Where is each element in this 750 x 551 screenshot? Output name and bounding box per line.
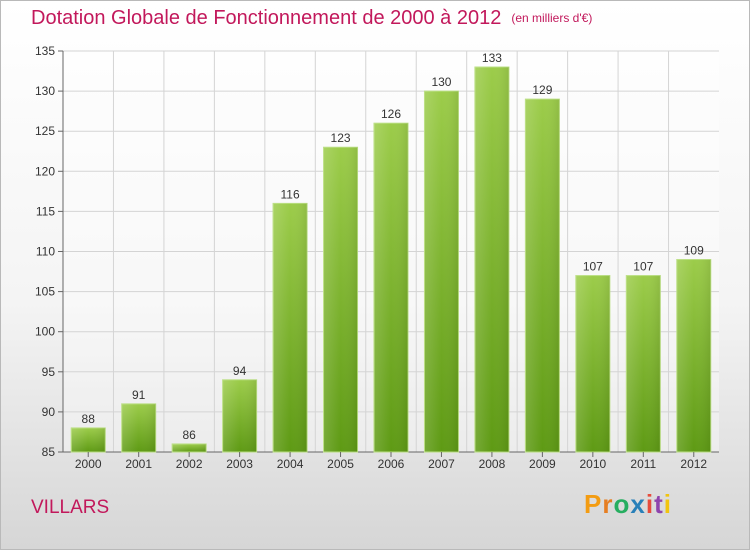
x-tick-label: 2007 — [428, 457, 455, 471]
x-tick-label: 2000 — [75, 457, 102, 471]
x-tick-label: 2011 — [630, 457, 656, 471]
x-tick-label: 2006 — [378, 457, 405, 471]
commune-name: VILLARS — [31, 497, 110, 518]
logo-letter: i — [645, 489, 655, 519]
bar-shade — [575, 275, 610, 452]
y-tick-label: 135 — [35, 44, 55, 58]
x-tick-label: 2004 — [277, 457, 304, 471]
bar-shade — [474, 67, 509, 452]
logo-letter: x — [630, 489, 646, 519]
y-tick-label: 100 — [35, 325, 55, 339]
bar-value-label: 109 — [684, 244, 704, 258]
x-tick-label: 2012 — [680, 457, 707, 471]
bar-shade — [121, 403, 156, 452]
y-tick-label: 125 — [35, 124, 55, 138]
bar-shade — [676, 259, 711, 452]
chart-unit: (en milliers d'€) — [511, 11, 593, 25]
y-tick-label: 115 — [36, 204, 55, 218]
bar-value-label: 107 — [583, 260, 603, 274]
bar-shade — [424, 91, 459, 452]
bar-value-label: 129 — [532, 83, 552, 97]
x-tick-label: 2009 — [529, 457, 556, 471]
x-tick-label: 2005 — [327, 457, 354, 471]
logo-letter: i — [663, 489, 672, 519]
bar-value-label: 107 — [633, 260, 653, 274]
bar-shade — [626, 275, 661, 452]
x-tick-label: 2003 — [226, 457, 253, 471]
x-tick-label: 2001 — [125, 457, 152, 471]
chart-title-text: Dotation Globale de Fonctionnement de 20… — [31, 7, 502, 29]
y-tick-label: 110 — [36, 245, 55, 259]
y-tick-label: 120 — [35, 164, 55, 178]
bar-shade — [323, 147, 358, 453]
x-tick-label: 2002 — [176, 457, 203, 471]
bar-value-label: 86 — [182, 428, 196, 442]
bar-value-label: 126 — [381, 107, 401, 121]
bar-shade — [525, 99, 560, 453]
y-tick-label: 130 — [35, 84, 55, 98]
logo-letter: t — [654, 489, 664, 519]
bar-value-label: 88 — [82, 412, 96, 426]
bar-shade — [222, 379, 257, 452]
bar-value-label: 94 — [233, 364, 247, 378]
y-tick-label: 90 — [42, 405, 56, 419]
x-tick-label: 2008 — [479, 457, 506, 471]
logo-letter: r — [602, 489, 614, 519]
logo-letter: o — [613, 489, 631, 519]
y-tick-label: 105 — [35, 285, 55, 299]
bar-shade — [273, 203, 308, 452]
y-tick-label: 95 — [42, 365, 56, 379]
logo-letter: P — [584, 489, 603, 519]
x-tick-label: 2010 — [579, 457, 606, 471]
bar-shade — [172, 443, 207, 452]
bar-value-label: 116 — [281, 187, 300, 201]
y-tick-label: 85 — [42, 445, 56, 459]
bar-value-label: 130 — [431, 75, 451, 89]
bar-shade — [71, 427, 106, 452]
chart-title: Dotation Globale de Fonctionnement de 20… — [31, 7, 592, 30]
bar-value-label: 133 — [482, 51, 502, 65]
bar-value-label: 91 — [132, 388, 146, 402]
proxiti-logo: Proxiti — [584, 489, 672, 520]
bar-shade — [374, 123, 408, 453]
bar-value-label: 123 — [331, 131, 351, 145]
